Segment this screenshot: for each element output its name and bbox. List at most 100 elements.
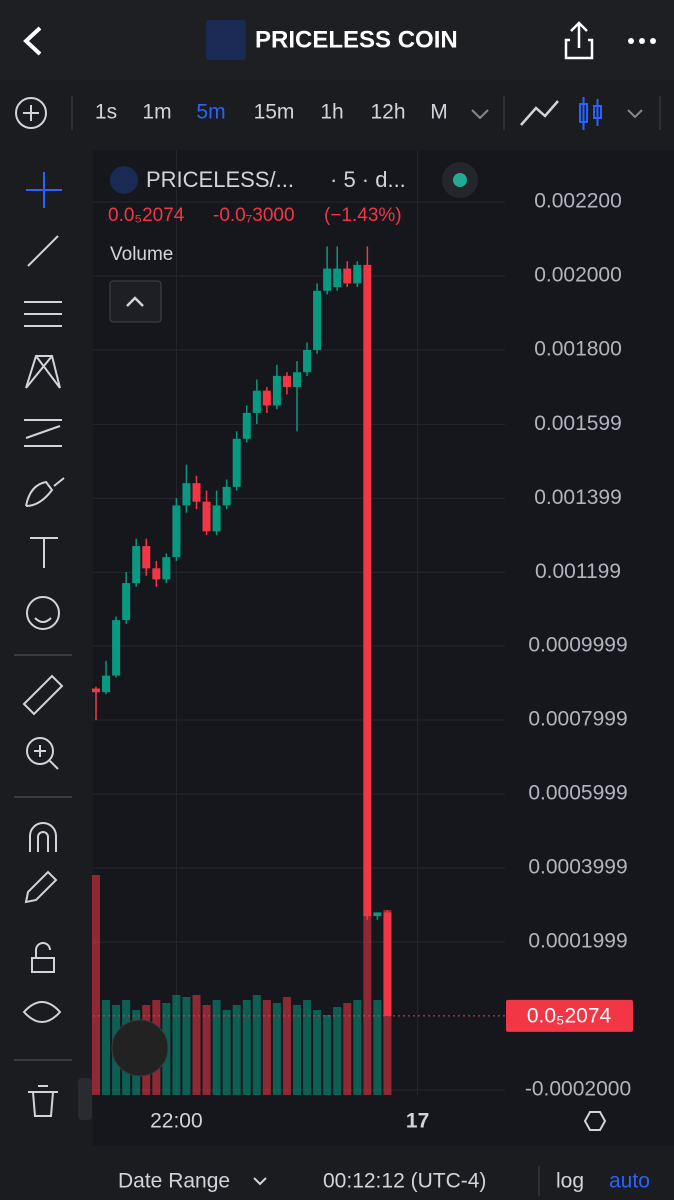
candle-chart-button[interactable] [579, 97, 602, 130]
symbol: PRICELESS/... [146, 167, 294, 192]
volume-bar [252, 995, 261, 1095]
volume-bar [333, 1007, 342, 1095]
volume-bar [282, 997, 291, 1095]
tool-sidebar [14, 172, 72, 1190]
volume-bar [343, 1003, 352, 1095]
line-chart-button[interactable] [520, 100, 559, 126]
candle-body [182, 483, 191, 506]
log-toggle[interactable]: log [556, 1170, 584, 1193]
candle-body [333, 268, 342, 288]
trendline-tool[interactable] [27, 235, 59, 267]
price-change: -0.0₇3000 [213, 205, 295, 226]
y-tick-label: 0.0009999 [528, 634, 627, 657]
title: PRICELESS COIN [255, 26, 458, 53]
y-tick-label: 0.001199 [535, 560, 621, 583]
candle-body [242, 412, 251, 439]
candle-body [162, 557, 171, 580]
bottom-bar [0, 1146, 674, 1200]
interval-option[interactable]: 1s [95, 101, 117, 124]
last-price: 0.0₅2074 [108, 205, 185, 226]
y-tick-label: -0.0002000 [525, 1078, 631, 1101]
candle-body [373, 912, 382, 917]
volume-bar [373, 1000, 382, 1095]
volume-bar [212, 1000, 221, 1095]
text-tool[interactable] [30, 537, 58, 568]
y-tick-label: 0.002200 [534, 190, 622, 213]
interval-dropdown[interactable] [471, 109, 489, 120]
volume-bar [102, 1000, 111, 1095]
candle-body [293, 372, 301, 387]
candle-body [363, 264, 372, 917]
candle-body [152, 568, 161, 580]
magnet-tool[interactable] [29, 822, 57, 852]
volume-bar [272, 1003, 281, 1095]
price-change-percent: (−1.43%) [324, 205, 402, 226]
candle-body [303, 349, 312, 373]
volume-bar [92, 875, 100, 1095]
date-range[interactable]: Date Range [118, 1170, 230, 1193]
interval-option[interactable]: 1m [142, 101, 171, 124]
projection-tool[interactable] [24, 419, 62, 447]
unlock-tool[interactable] [31, 942, 55, 973]
candle-body [262, 390, 271, 406]
back-button[interactable] [23, 26, 42, 56]
add-button[interactable] [15, 97, 47, 129]
y-tick-label: 0.0007999 [528, 708, 627, 731]
delete-tool[interactable] [28, 1085, 58, 1117]
candle-body [272, 375, 281, 406]
brush-tool[interactable] [25, 477, 65, 507]
volume-bar [192, 995, 201, 1095]
coin-icon [206, 20, 246, 60]
volume-label: Volume [110, 244, 173, 265]
interval-option[interactable]: 5m [196, 101, 225, 124]
emoji-tool[interactable] [26, 596, 60, 630]
interval-option[interactable]: 15m [254, 101, 295, 124]
candle-body [102, 675, 111, 693]
volume-bar [323, 1015, 332, 1095]
chart-type-dropdown[interactable] [627, 109, 643, 119]
tradingview-logo [111, 1019, 169, 1077]
zoom-tool[interactable] [26, 737, 59, 770]
interval-option[interactable]: M [430, 101, 448, 124]
candle-body [212, 505, 221, 532]
fib-tool[interactable] [24, 301, 62, 327]
share-button[interactable] [564, 21, 594, 60]
candle-body [252, 390, 261, 413]
interval-option[interactable]: 1h [320, 101, 343, 124]
volume-bar [262, 1000, 271, 1095]
volume-bar [313, 1010, 322, 1095]
volume-bar [293, 1005, 301, 1095]
y-tick-label: 0.0001999 [528, 930, 627, 953]
price-label: 0.0₅2074 [527, 1004, 612, 1027]
ruler-tool[interactable] [22, 674, 64, 716]
date-range-caret [253, 1177, 267, 1186]
candle-body [383, 912, 392, 1016]
interval-option[interactable]: 12h [370, 101, 405, 124]
visibility-tool[interactable] [22, 1001, 62, 1023]
lock-drawing-tool[interactable] [24, 870, 58, 904]
volume-bar [242, 1000, 251, 1095]
collapse-button[interactable] [109, 280, 162, 323]
crosshair-tool[interactable] [26, 172, 62, 208]
volume-bar [202, 1005, 211, 1095]
candle-body [112, 620, 121, 676]
toolbar [0, 80, 674, 148]
y-tick-label: 0.0005999 [528, 782, 627, 805]
status-dot [453, 173, 467, 187]
volume-bar [363, 915, 372, 1095]
candle-body [132, 546, 141, 584]
top-bar [0, 0, 674, 80]
more-button[interactable] [628, 38, 656, 44]
settings-button[interactable] [583, 1111, 607, 1131]
y-tick-label: 0.0003999 [528, 856, 627, 879]
price-label-box [506, 999, 633, 1032]
candle-body [172, 505, 181, 558]
volume-bar [222, 1010, 231, 1095]
volume-bar [232, 1005, 241, 1095]
candle-body [92, 688, 100, 693]
candle-body [222, 486, 231, 506]
pattern-tool[interactable] [25, 355, 61, 389]
time-axis [93, 1100, 674, 1146]
sidebar-toggle[interactable] [78, 1078, 92, 1120]
auto-toggle[interactable]: auto [609, 1170, 650, 1193]
